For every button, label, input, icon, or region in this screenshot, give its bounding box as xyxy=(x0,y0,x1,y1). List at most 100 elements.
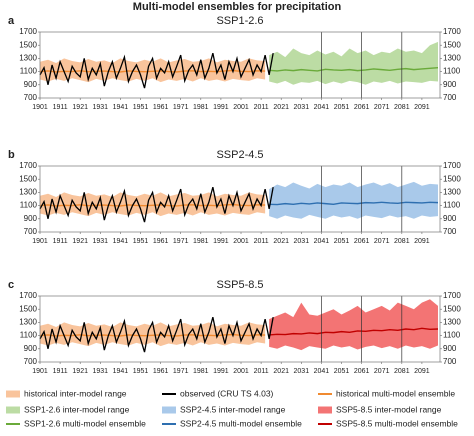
y-tick-label-right: 1500 xyxy=(443,40,461,49)
y-tick-label-right: 1300 xyxy=(443,318,461,327)
y-tick-label: 1700 xyxy=(19,161,37,170)
y-tick-label: 1100 xyxy=(20,331,38,340)
legend-label: observed (CRU TS 4.03) xyxy=(180,388,274,398)
y-tick-label-right: 700 xyxy=(443,93,457,102)
plot-frame xyxy=(39,31,441,99)
y-tick-label-right: 1300 xyxy=(443,54,461,63)
legend-label: historical multi-model ensemble xyxy=(336,388,455,398)
panel-title: SSP2-4.5 xyxy=(216,149,263,161)
range-area xyxy=(40,192,266,217)
legend-swatch xyxy=(6,390,20,398)
y-tick-label: 1700 xyxy=(19,27,37,36)
x-tick-label: 1921 xyxy=(72,238,88,245)
x-tick-label: 1931 xyxy=(93,368,109,375)
y-tick-label-right: 1700 xyxy=(443,27,461,36)
legend-swatch xyxy=(6,406,20,414)
plot-frame xyxy=(39,295,441,363)
y-tick-label: 1300 xyxy=(19,54,37,63)
x-tick-label: 2001 xyxy=(233,104,249,111)
x-tick-label: 2071 xyxy=(374,238,390,245)
x-tick-label: 2021 xyxy=(273,104,289,111)
range-area xyxy=(40,58,266,83)
y-tick-label-right: 700 xyxy=(443,227,457,236)
x-tick-label: 1921 xyxy=(72,368,88,375)
x-tick-label: 1971 xyxy=(173,238,189,245)
x-tick-label: 2071 xyxy=(374,104,390,111)
x-tick-label: 1901 xyxy=(32,104,48,111)
series-line xyxy=(269,327,439,336)
x-tick-label: 2021 xyxy=(273,368,289,375)
panel-title: SSP5-8.5 xyxy=(216,279,263,291)
y-tick-label: 1100 xyxy=(20,67,38,76)
x-tick-label: 1941 xyxy=(113,368,129,375)
panel-label: c xyxy=(8,279,14,291)
series-line xyxy=(39,69,266,73)
series-line xyxy=(39,333,266,337)
x-tick-label: 1921 xyxy=(72,104,88,111)
y-tick-label: 1300 xyxy=(19,318,37,327)
x-tick-label: 2081 xyxy=(394,104,410,111)
x-tick-label: 2041 xyxy=(314,104,330,111)
legend-label: SSP1-2.6 multi-model ensemble xyxy=(24,418,146,428)
legend-label: SSP5-8.5 multi-model ensemble xyxy=(336,418,458,428)
y-tick-label-right: 900 xyxy=(443,80,457,89)
series-line xyxy=(39,203,266,207)
y-tick-label-right: 1300 xyxy=(443,188,461,197)
x-tick-label: 2091 xyxy=(414,104,430,111)
series-line xyxy=(39,52,274,89)
x-tick-label: 2061 xyxy=(354,368,370,375)
x-tick-label: 1911 xyxy=(53,104,68,111)
x-tick-label: 1931 xyxy=(93,104,109,111)
x-tick-label: 2091 xyxy=(414,368,430,375)
panel-label: a xyxy=(8,15,15,27)
y-tick-label-right: 1500 xyxy=(443,304,461,313)
range-area xyxy=(269,41,438,85)
plot-frame xyxy=(39,165,441,233)
x-tick-label: 2031 xyxy=(294,104,310,111)
figure-title: Multi-model ensembles for precipitation xyxy=(133,1,342,13)
x-tick-label: 2071 xyxy=(374,368,390,375)
x-tick-label: 1961 xyxy=(153,368,169,375)
x-tick-label: 1941 xyxy=(113,104,129,111)
x-tick-label: 1991 xyxy=(213,238,229,245)
x-tick-label: 2091 xyxy=(414,238,430,245)
series-line xyxy=(39,186,274,223)
x-tick-label: 2011 xyxy=(254,104,269,111)
legend-label: SSP1-2.6 inter-model range xyxy=(24,404,130,414)
panel-title: SSP1-2.6 xyxy=(216,15,263,27)
legend-swatch xyxy=(162,406,176,414)
x-tick-label: 2081 xyxy=(394,368,410,375)
y-tick-label-right: 1500 xyxy=(443,174,461,183)
x-tick-label: 1951 xyxy=(133,368,149,375)
series-line xyxy=(269,201,439,206)
range-area xyxy=(40,322,266,347)
x-tick-label: 1971 xyxy=(173,368,189,375)
x-tick-label: 2041 xyxy=(314,238,330,245)
y-tick-label: 700 xyxy=(24,227,38,236)
x-tick-label: 2031 xyxy=(294,238,310,245)
x-tick-label: 1931 xyxy=(93,238,109,245)
y-tick-label-right: 1100 xyxy=(443,331,461,340)
series-line xyxy=(39,316,274,353)
y-tick-label-right: 1700 xyxy=(443,291,461,300)
panel-label: b xyxy=(8,149,15,161)
y-tick-label-right: 1100 xyxy=(443,201,461,210)
y-tick-label-right: 1100 xyxy=(443,67,461,76)
y-tick-label-right: 700 xyxy=(443,357,457,366)
y-tick-label: 900 xyxy=(24,80,38,89)
y-tick-label: 1500 xyxy=(19,174,37,183)
x-tick-label: 1991 xyxy=(213,368,229,375)
x-tick-label: 1981 xyxy=(193,368,209,375)
y-tick-label: 900 xyxy=(24,344,38,353)
y-tick-label: 1500 xyxy=(19,304,37,313)
y-tick-label: 700 xyxy=(24,93,38,102)
x-tick-label: 1981 xyxy=(193,104,209,111)
y-tick-label: 1100 xyxy=(20,201,38,210)
y-tick-label-right: 1700 xyxy=(443,161,461,170)
x-tick-label: 2051 xyxy=(334,238,350,245)
legend-label: SSP2-4.5 inter-model range xyxy=(180,404,286,414)
x-tick-label: 1981 xyxy=(193,238,209,245)
legend-swatch xyxy=(318,406,332,414)
legend-label: SSP2-4.5 multi-model ensemble xyxy=(180,418,302,428)
